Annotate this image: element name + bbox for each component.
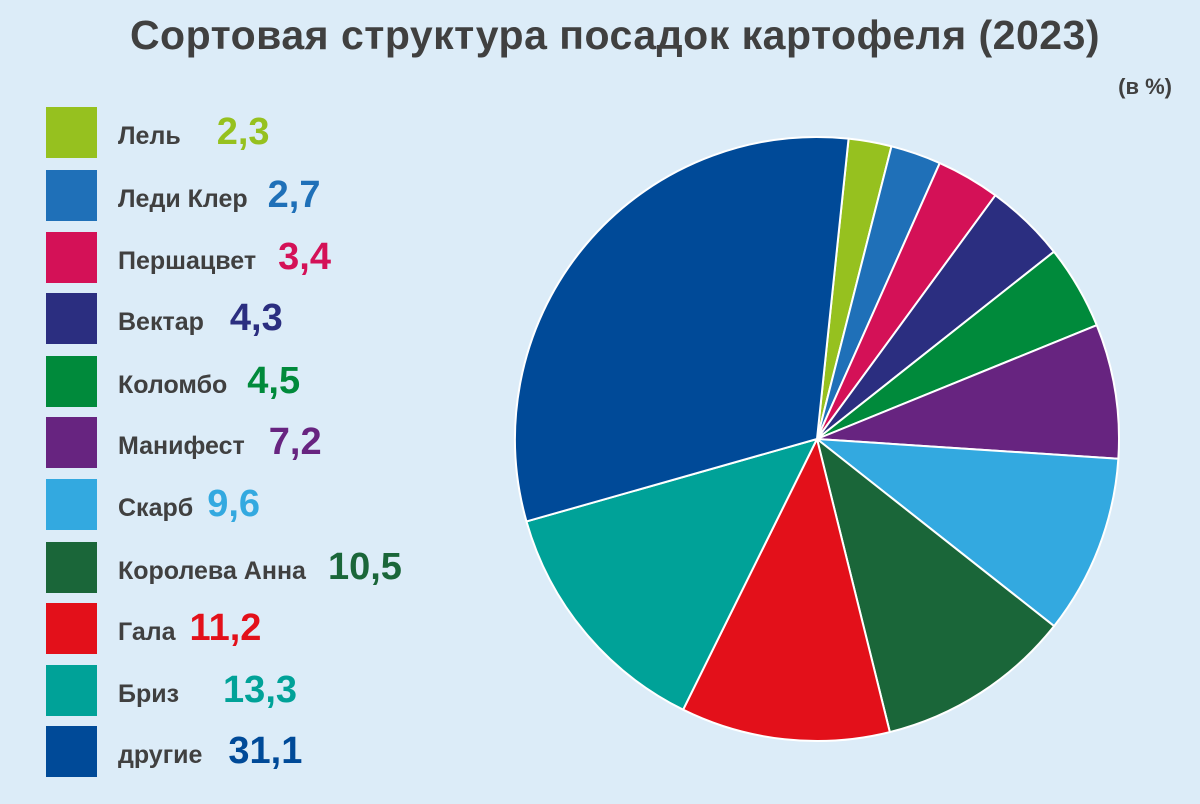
legend-label: Леди Клер xyxy=(118,184,248,213)
pie-slices xyxy=(514,136,1120,742)
legend-swatch xyxy=(46,231,97,283)
legend-item-pershatsvet: Першацвет 3,4 xyxy=(46,231,506,283)
legend-swatch xyxy=(46,478,97,530)
legend-value: 9,6 xyxy=(207,482,261,525)
legend-item-kolombo: Коломбо 4,5 xyxy=(46,355,506,407)
legend-value: 3,4 xyxy=(278,235,331,278)
legend-label: Гала xyxy=(118,617,176,646)
legend-swatch xyxy=(46,169,97,221)
legend-swatch xyxy=(46,664,97,716)
legend-swatch xyxy=(46,725,97,777)
legend-item-manifest: Манифест 7,2 xyxy=(46,416,506,468)
legend-value: 11,2 xyxy=(189,606,262,649)
legend-label: Першацвет xyxy=(118,246,257,275)
legend-swatch xyxy=(46,602,97,654)
legend-value: 7,2 xyxy=(268,420,322,463)
pie-slice xyxy=(816,324,1120,460)
legend-value: 31,1 xyxy=(228,729,303,772)
legend-value: 4,3 xyxy=(229,296,283,339)
legend-swatch xyxy=(46,292,97,344)
legend-swatch xyxy=(46,416,97,468)
legend-item-briz: Бриз 13,3 xyxy=(46,664,506,716)
pie-slice xyxy=(514,136,850,523)
legend-item-koroleva-anna: Королева Анна 10,5 xyxy=(46,541,506,593)
legend-swatch xyxy=(46,106,97,158)
legend-item-lel: Лель 2,3 xyxy=(46,106,506,158)
pie-slice xyxy=(816,438,1056,734)
legend-value: 2,3 xyxy=(216,110,270,153)
legend-label: Манифест xyxy=(118,431,245,460)
legend-label: Королева Анна xyxy=(118,556,306,585)
chart-title: Сортовая структура посадок картофеля (20… xyxy=(129,12,1101,58)
pie-slice xyxy=(525,438,818,711)
unit-label: (в %) xyxy=(1118,74,1172,99)
legend-swatch xyxy=(46,541,97,593)
legend-item-vektar: Вектар 4,3 xyxy=(46,292,506,344)
legend-item-drugie: другие 31,1 xyxy=(46,725,506,777)
legend-item-ledi-kler: Леди Клер 2,7 xyxy=(46,169,506,221)
legend-value: 2,7 xyxy=(267,173,321,216)
legend-value: 4,5 xyxy=(247,359,301,402)
legend-item-skarb: Скарб 9,6 xyxy=(46,478,506,530)
legend-label: Бриз xyxy=(118,679,180,708)
legend-label: Коломбо xyxy=(118,370,228,399)
pie-slice xyxy=(816,438,1120,628)
legend-label: Лель xyxy=(118,121,181,150)
legend-value: 13,3 xyxy=(223,668,298,711)
legend-label: Вектар xyxy=(118,307,204,336)
legend-item-gala: Гала 11,2 xyxy=(46,602,506,654)
pie-slice xyxy=(682,438,891,742)
legend-label: Скарб xyxy=(118,493,194,522)
legend-swatch xyxy=(46,355,97,407)
legend-label: другие xyxy=(118,740,203,769)
legend-value: 10,5 xyxy=(327,545,402,588)
